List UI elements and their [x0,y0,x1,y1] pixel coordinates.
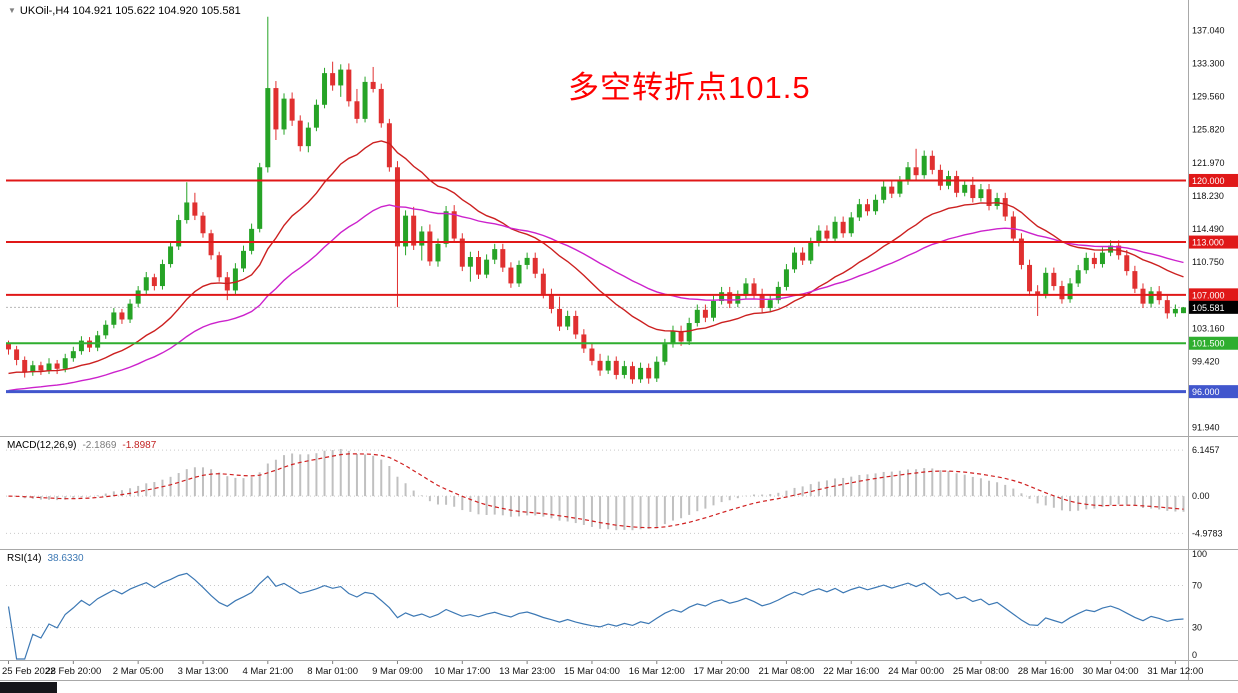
price-tag-text: 113.000 [1192,238,1224,248]
macd-indicator-label: MACD(12,26,9) -2.1869 -1.8987 [7,440,156,451]
rsi-axis-label: 0 [1192,650,1197,660]
price-axis-label: 121.970 [1192,158,1225,168]
price-tag-text: 107.000 [1192,290,1225,300]
macd-axis-label: 6.1457 [1192,445,1220,455]
rsi-indicator-label: RSI(14) 38.6330 [7,553,84,564]
macd-axis-label: -4.9783 [1192,528,1223,538]
macd-name: MACD(12,26,9) [7,440,77,451]
price-axis-label: 91.940 [1192,422,1220,432]
date-axis-label: 8 Mar 01:00 [307,666,358,677]
price-axis-label: 133.300 [1192,58,1225,68]
price-tag-96.000 [1189,385,1238,399]
macd-signal-line [8,453,1184,529]
price-axis: 137.040 133.300 129.560 125.820 121.970 118.2… [1189,26,1238,660]
date-axis-label: 22 Mar 16:00 [823,666,879,677]
date-axis-label: 25 Mar 08:00 [953,666,1009,677]
price-axis-label: 110.750 [1192,257,1224,267]
price-axis-label: 137.040 [1192,26,1225,36]
rsi-axis-label: 100 [1192,549,1207,559]
rsi-name: RSI(14) [7,553,42,564]
symbol-title-text: UKOil-,H4 104.921 105.622 104.920 105.58… [19,5,241,17]
price-axis-label: 125.820 [1192,124,1225,134]
rsi-axis-label: 70 [1192,581,1202,591]
rsi-panel [6,572,1186,660]
fast-ma-line [8,140,1184,375]
price-tag-107.000 [1189,288,1238,302]
date-axis-label: 24 Mar 00:00 [888,666,944,677]
price-tag-101.500 [1189,336,1238,350]
date-axis-label: 3 Mar 13:00 [178,666,229,677]
rsi-axis-label: 30 [1192,623,1202,633]
date-axis-label: 16 Mar 12:00 [629,666,685,677]
symbol-ohlc-header: ▼ UKOil-,H4 104.921 105.622 104.920 105.5… [8,5,241,17]
price-tag-120.000 [1189,173,1238,187]
date-axis-label: 28 Mar 16:00 [1018,666,1074,677]
price-axis-label: 114.490 [1192,224,1224,234]
price-axis-label: 118.230 [1192,191,1224,201]
macd-histogram [15,448,1185,531]
date-axis-label: 2 Mar 05:00 [113,666,164,677]
chart-annotation-text: 多空转折点101.5 [568,70,811,105]
date-axis-label: 9 Mar 09:00 [372,666,423,677]
price-tag-105.581 [1189,300,1238,314]
slow-ma-line [8,204,1184,392]
price-tag-text: 96.000 [1192,387,1220,397]
price-tag-text: 105.581 [1192,303,1225,313]
chart-marker-icon: ▼ [8,6,16,15]
date-axis-label: 21 Mar 08:00 [758,666,814,677]
rsi-value: 38.6330 [47,553,84,564]
price-tag-text: 101.500 [1192,339,1225,349]
price-tag-113.000 [1189,235,1238,249]
date-axis-label: 13 Mar 23:00 [499,666,555,677]
date-axis-label: 15 Mar 04:00 [564,666,620,677]
price-axis-label: 99.420 [1192,357,1220,367]
macd-signal-value: -1.8987 [122,440,157,451]
date-axis-label: 4 Mar 21:00 [242,666,293,677]
macd-axis-label: 0.00 [1192,491,1210,501]
date-axis-label: 10 Mar 17:00 [434,666,490,677]
date-axis-label: 30 Mar 04:00 [1083,666,1139,677]
rsi-line [7,572,1184,660]
price-axis-label: 103.160 [1192,324,1225,334]
date-axis-label: 31 Mar 12:00 [1147,666,1203,677]
date-axis-label: 17 Mar 20:00 [694,666,750,677]
horizontal-scrollbar-thumb[interactable] [0,682,57,693]
macd-panel [6,448,1186,534]
date-axis-label: 28 Feb 20:00 [45,666,101,677]
price-axis-label: 129.560 [1192,91,1225,101]
date-axis-label: 25 Feb 2022 [2,666,55,677]
price-tag-text: 120.000 [1192,176,1225,186]
macd-main-value: -2.1869 [82,440,117,451]
